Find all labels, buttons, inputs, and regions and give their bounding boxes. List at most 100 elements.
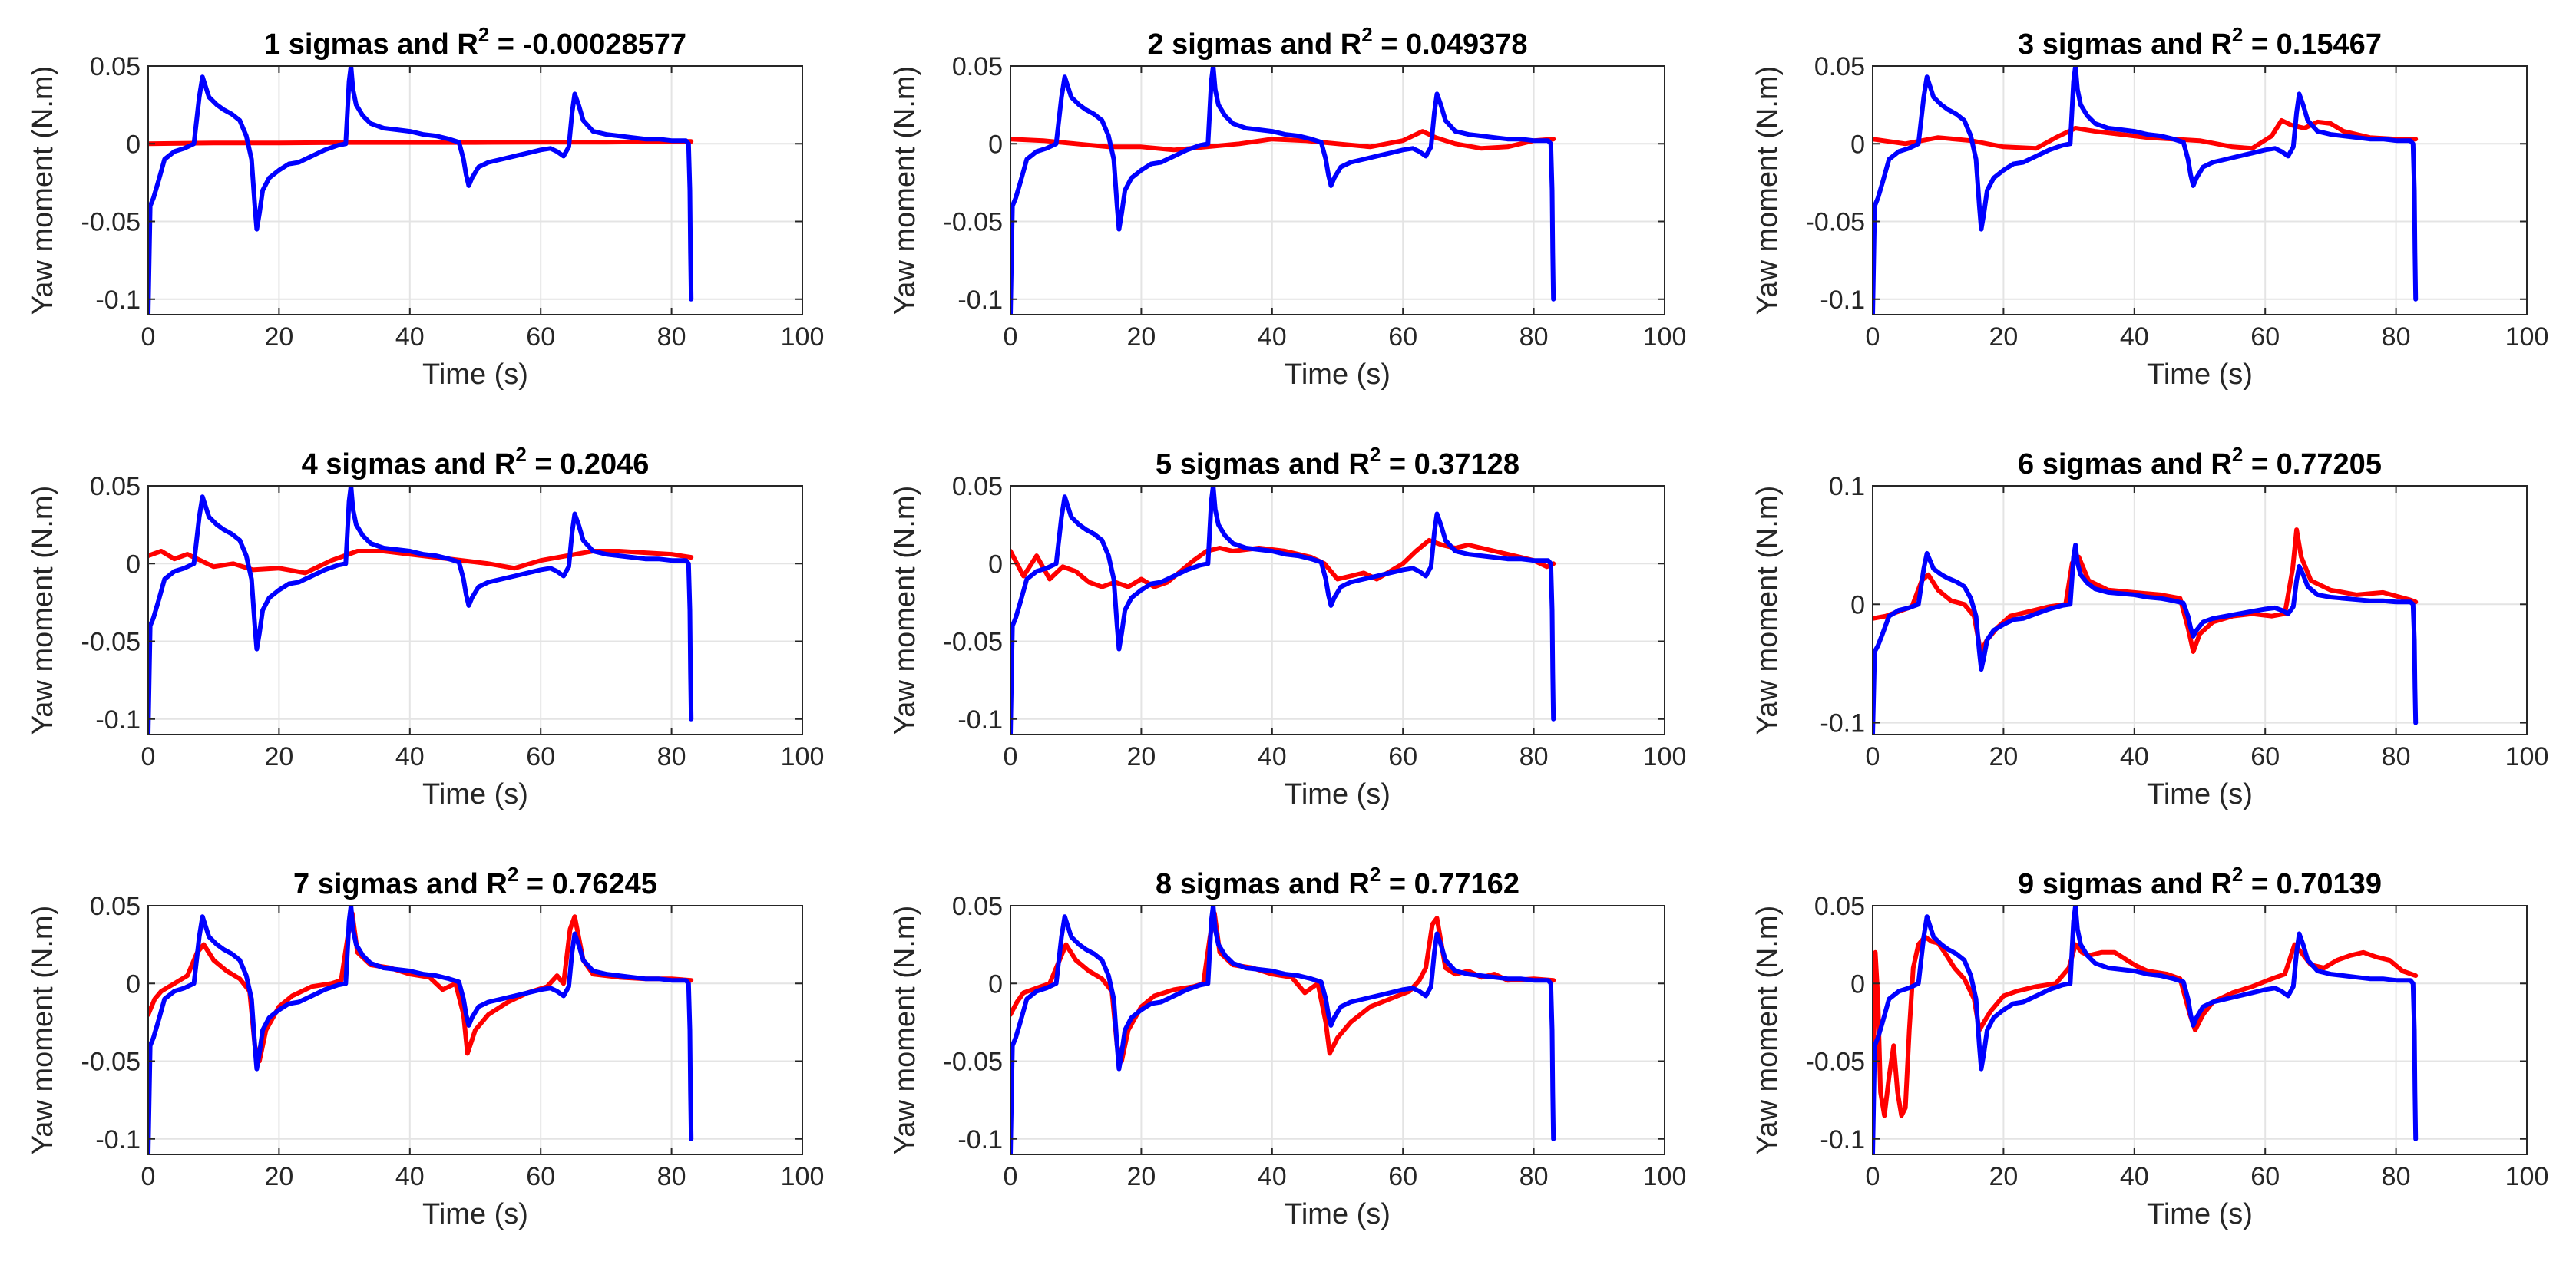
x-tick-label: 100	[1643, 1162, 1687, 1191]
axes-box	[1872, 485, 2528, 735]
y-tick-label: 0.05	[952, 892, 1003, 921]
x-tick-label: 80	[2382, 1162, 2411, 1191]
x-tick-label: 40	[395, 1162, 425, 1191]
subplot-title: 6 sigmas and R2 = 0.77205	[2018, 443, 2382, 480]
y-tick-label: -0.05	[81, 1048, 141, 1077]
x-tick-label: 60	[526, 322, 555, 352]
title-value: = 0.76245	[518, 868, 657, 900]
x-tick-label: 80	[657, 742, 686, 771]
y-tick-label: 0.05	[952, 472, 1003, 501]
x-axis-label: Time (s)	[1285, 1198, 1391, 1230]
y-tick-label: 0	[126, 130, 141, 159]
series-line-measured	[1873, 543, 2419, 735]
y-tick-label: -0.05	[944, 628, 1004, 657]
series-line-measured	[148, 486, 694, 735]
y-tick-label: 0	[988, 969, 1003, 999]
x-tick-label: 0	[1004, 742, 1018, 771]
title-superscript: 2	[2232, 863, 2243, 886]
axes-box	[147, 905, 803, 1155]
y-tick-label: 0	[1850, 969, 1865, 999]
subplot-title: 3 sigmas and R2 = 0.15467	[2018, 23, 2382, 61]
subplot-9: 0 20 40 60 80 100 -0.1 -0.05 0 0.05 Time (s) Yaw mo…	[1751, 863, 2548, 1230]
series-line-measured	[1010, 486, 1556, 735]
title-main: 3 sigmas and R	[2018, 28, 2232, 61]
y-axis-label: Yaw moment (N.m)	[1751, 906, 1784, 1154]
plot-area	[1873, 906, 2527, 1154]
title-main: 4 sigmas and R	[302, 448, 516, 480]
y-tick-label: -0.05	[81, 208, 141, 237]
x-tick-label: 40	[1258, 322, 1287, 352]
y-tick-label: -0.05	[81, 628, 141, 657]
title-superscript: 2	[1370, 863, 1381, 886]
plot-area	[148, 486, 802, 735]
x-tick-label: 60	[1388, 322, 1417, 352]
series-line-measured	[1873, 906, 2419, 1154]
x-tick-label: 0	[1004, 1162, 1018, 1191]
y-tick-label: -0.1	[957, 286, 1003, 315]
x-tick-label: 20	[1126, 322, 1156, 352]
subplot-title: 4 sigmas and R2 = 0.2046	[302, 443, 650, 480]
y-tick-label: 0.05	[952, 52, 1003, 81]
x-axis-label: Time (s)	[1285, 778, 1391, 811]
x-tick-label: 100	[2505, 322, 2549, 352]
y-axis-label: Yaw moment (N.m)	[889, 486, 921, 735]
title-main: 7 sigmas and R	[293, 868, 508, 900]
y-tick-label: -0.1	[95, 705, 141, 735]
x-tick-label: 20	[1126, 742, 1156, 771]
x-tick-label: 100	[781, 742, 825, 771]
title-main: 1 sigmas and R	[264, 28, 478, 61]
title-value: = -0.00028577	[489, 28, 686, 61]
axes-box	[147, 65, 803, 315]
subplot-4: 0 20 40 60 80 100 -0.1 -0.05 0 0.05 Time (s) Yaw mo…	[27, 443, 824, 811]
x-tick-label: 100	[1643, 322, 1687, 352]
plot-area	[1873, 66, 2527, 315]
x-tick-label: 40	[2120, 742, 2149, 771]
x-axis-label: Time (s)	[422, 778, 528, 811]
x-tick-label: 40	[2120, 1162, 2149, 1191]
x-tick-label: 0	[1866, 1162, 1880, 1191]
x-tick-label: 60	[2250, 322, 2280, 352]
x-tick-label: 100	[2505, 1162, 2549, 1191]
axes-box	[1872, 905, 2528, 1155]
y-tick-label: 0	[1850, 590, 1865, 619]
axes-box	[147, 485, 803, 735]
y-tick-label: -0.1	[95, 1125, 141, 1154]
y-tick-label: 0	[988, 130, 1003, 159]
subplot-title: 7 sigmas and R2 = 0.76245	[293, 863, 657, 900]
subplot-7: 0 20 40 60 80 100 -0.1 -0.05 0 0.05 Time (s) Yaw mo…	[27, 863, 824, 1230]
y-tick-label: 0	[126, 550, 141, 579]
y-tick-label: -0.1	[95, 286, 141, 315]
y-axis-label: Yaw moment (N.m)	[1751, 66, 1784, 315]
x-tick-label: 100	[2505, 742, 2549, 771]
title-superscript: 2	[1361, 23, 1372, 46]
y-axis-label: Yaw moment (N.m)	[889, 66, 921, 315]
title-superscript: 2	[478, 23, 489, 46]
x-tick-label: 60	[2250, 1162, 2280, 1191]
y-axis-label: Yaw moment (N.m)	[27, 486, 59, 735]
subplot-title: 5 sigmas and R2 = 0.37128	[1156, 443, 1519, 480]
series-line-measured	[148, 66, 694, 315]
x-tick-label: 60	[1388, 1162, 1417, 1191]
x-tick-label: 80	[1519, 322, 1549, 352]
y-tick-label: -0.1	[1820, 286, 1865, 315]
x-tick-label: 80	[2382, 742, 2411, 771]
x-tick-label: 80	[2382, 322, 2411, 352]
y-axis-label: Yaw moment (N.m)	[1751, 486, 1784, 735]
y-tick-label: 0.05	[1814, 52, 1865, 81]
x-tick-label: 0	[141, 322, 156, 352]
title-main: 9 sigmas and R	[2018, 868, 2232, 900]
x-tick-label: 80	[657, 1162, 686, 1191]
x-axis-label: Time (s)	[422, 1198, 528, 1230]
y-tick-label: -0.05	[1806, 1048, 1866, 1077]
x-tick-label: 40	[2120, 322, 2149, 352]
plot-area	[1010, 66, 1665, 315]
x-tick-label: 20	[264, 742, 293, 771]
x-axis-label: Time (s)	[1285, 358, 1391, 391]
x-tick-label: 0	[1866, 742, 1880, 771]
y-tick-label: -0.1	[1820, 709, 1865, 738]
title-main: 6 sigmas and R	[2018, 448, 2232, 480]
title-superscript: 2	[2232, 23, 2243, 46]
y-tick-label: -0.05	[944, 1048, 1004, 1077]
